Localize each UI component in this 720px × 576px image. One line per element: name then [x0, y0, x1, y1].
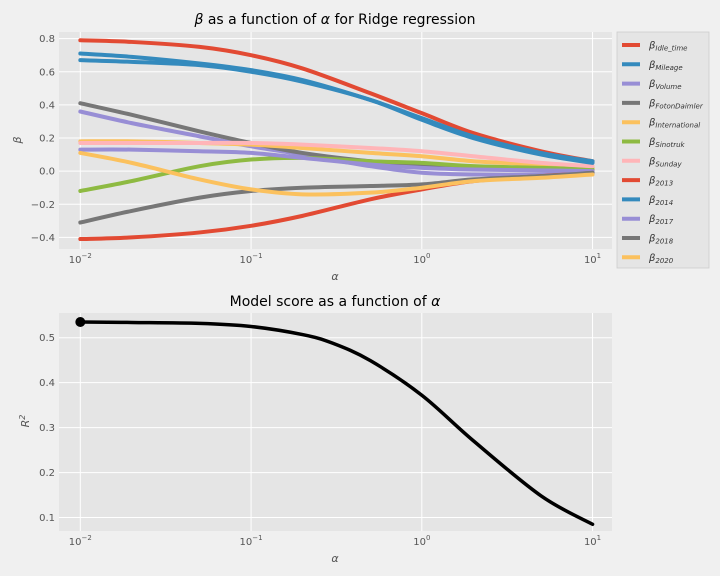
legend-entry: β2014	[622, 195, 673, 207]
legend-entry: βIdle_time	[622, 41, 687, 53]
beta-x-tick-labels: 10−2 10−1 100 101	[69, 252, 601, 266]
score-series-line-0	[78, 320, 595, 527]
legend-label: β2013	[648, 176, 673, 188]
beta-y-tick-label: 0.4	[39, 100, 55, 111]
score-y-axis-label: R2	[18, 415, 32, 428]
beta-series-lines	[78, 38, 595, 242]
legend-label: βMileage	[648, 60, 683, 72]
beta-x-tick-label: 10−1	[240, 252, 263, 266]
legend-label: β2017	[648, 214, 674, 226]
score-y-tick-label: 0.3	[39, 423, 55, 434]
beta-series-line-2014	[78, 58, 595, 165]
beta-x-tick-label: 101	[584, 252, 601, 266]
score-y-tick-label: 0.2	[39, 468, 55, 479]
score-y-tick-labels: 0.1 0.2 0.3 0.4 0.5	[39, 333, 55, 524]
score-chart: Model score as a function of α 10−2 10−1 1…	[18, 294, 612, 565]
beta-y-tick-label: 0.8	[39, 34, 55, 45]
beta-y-tick-label: 0.0	[39, 167, 55, 178]
legend-entry: β2013	[622, 176, 673, 188]
beta-chart-title: β as a function of α for Ridge regressio…	[193, 12, 475, 28]
score-x-tick-label: 10−1	[240, 534, 263, 548]
legend-entry: β2017	[622, 214, 674, 226]
score-x-tick-label: 10−2	[69, 534, 92, 548]
score-start-marker	[75, 316, 86, 327]
legend-entry: βVolume	[622, 79, 682, 91]
legend-entry: β2020	[622, 253, 674, 265]
beta-y-axis-label: β	[11, 136, 24, 144]
legend-entry: β2018	[622, 234, 674, 246]
score-series-lines	[75, 316, 595, 527]
beta-x-tick-label: 100	[413, 252, 430, 266]
legend-entry: βSunday	[622, 156, 682, 168]
beta-y-tick-label: −0.4	[31, 233, 55, 244]
beta-series-line-2017	[78, 147, 595, 174]
beta-y-tick-labels: −0.4 −0.2 0.0 0.2 0.4 0.6 0.8	[31, 34, 55, 244]
legend-entry: βMileage	[622, 60, 683, 72]
beta-x-axis-label: α	[331, 270, 339, 283]
legend-label: β2018	[648, 234, 674, 246]
legend-label: βIdle_time	[648, 41, 687, 53]
legend-label: βInternational	[648, 118, 700, 130]
score-x-tick-label: 101	[584, 534, 601, 548]
beta-legend: βIdle_time βMileage βVolume βFotonDaimler βI…	[616, 31, 710, 269]
score-y-tick-label: 0.1	[39, 513, 55, 524]
beta-chart: β as a function of α for Ridge regressio…	[11, 12, 612, 283]
score-gridlines	[59, 313, 612, 531]
score-y-tick-label: 0.5	[39, 333, 55, 344]
score-y-tick-label: 0.4	[39, 378, 55, 389]
legend-label: βFotonDaimler	[648, 98, 704, 110]
legend-label: β2014	[648, 195, 673, 207]
legend-label: β2020	[648, 253, 674, 265]
score-chart-title: Model score as a function of α	[230, 294, 442, 310]
score-x-axis-label: α	[331, 552, 339, 565]
beta-y-tick-label: 0.2	[39, 134, 55, 145]
score-x-tick-label: 100	[413, 534, 430, 548]
legend-entry: βFotonDaimler	[622, 98, 704, 110]
beta-series-line-sunday	[78, 140, 595, 169]
beta-series-line-idle-time	[78, 38, 595, 164]
beta-series-line-2020	[78, 150, 595, 197]
beta-x-tick-label: 10−2	[69, 252, 92, 266]
legend-label: βSunday	[648, 156, 682, 168]
legend-label: βVolume	[648, 79, 682, 91]
beta-y-tick-label: −0.2	[31, 200, 55, 211]
legend-frame	[616, 31, 710, 269]
score-x-tick-labels: 10−2 10−1 100 101	[69, 534, 601, 548]
legend-entry: βInternational	[622, 118, 700, 130]
beta-y-tick-label: 0.6	[39, 67, 55, 78]
legend-label: βSinotruk	[648, 137, 686, 149]
score-plot-area	[59, 313, 612, 531]
legend-entry: βSinotruk	[622, 137, 686, 149]
